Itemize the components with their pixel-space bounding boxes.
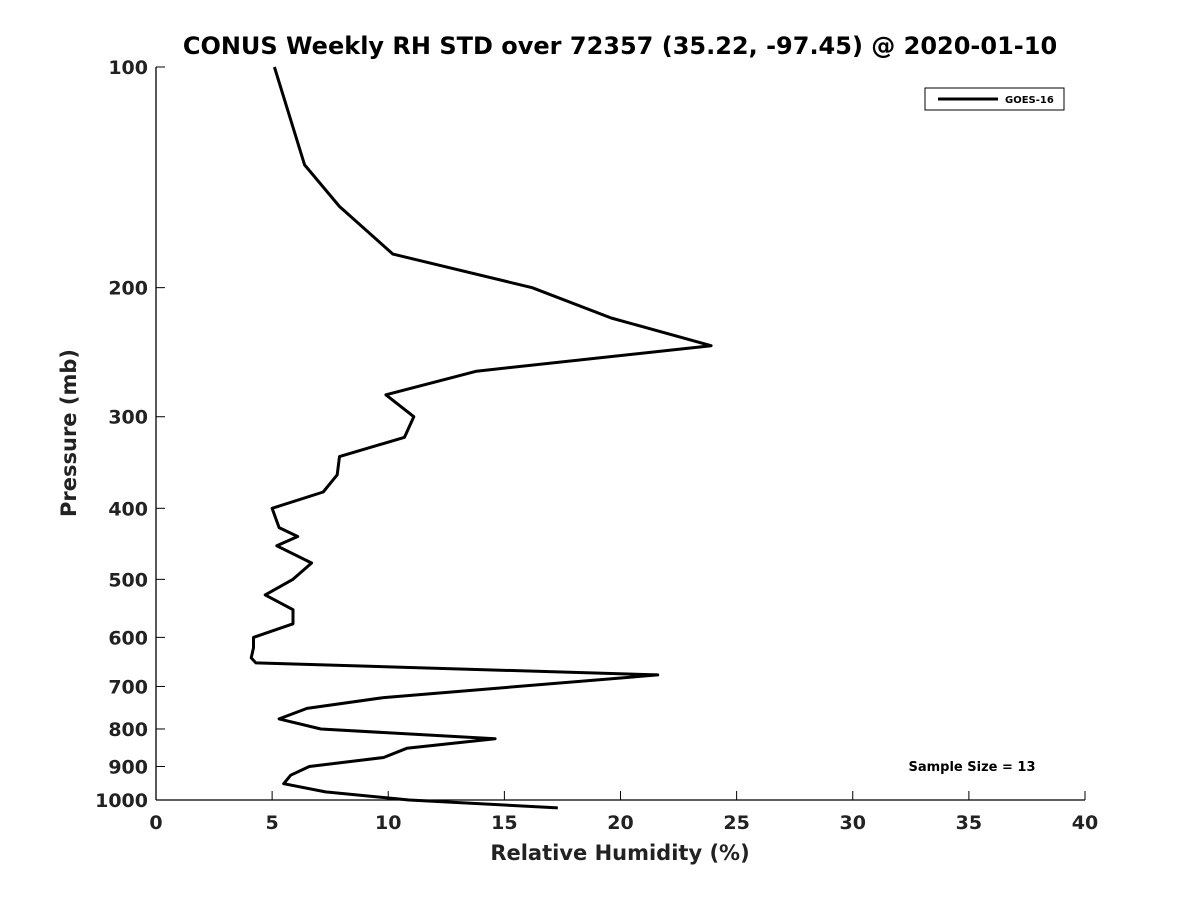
y-tick-label: 800 bbox=[108, 719, 148, 741]
x-tick-label: 15 bbox=[491, 812, 517, 834]
x-tick-label: 20 bbox=[607, 812, 633, 834]
series-line-goes-16 bbox=[249, 66, 713, 810]
y-tick-label: 100 bbox=[108, 57, 148, 79]
x-tick-label: 40 bbox=[1072, 812, 1098, 834]
y-tick-label: 900 bbox=[108, 756, 148, 778]
sample-size-annotation: Sample Size = 13 bbox=[908, 760, 1035, 775]
legend: GOES-16 bbox=[924, 87, 1065, 111]
legend-label-goes-16: GOES-16 bbox=[1005, 95, 1054, 106]
x-ticks: 0 5 10 15 20 25 30 35 40 bbox=[149, 791, 1098, 834]
y-tick-label: 200 bbox=[108, 278, 148, 300]
x-tick-label: 10 bbox=[375, 812, 401, 834]
y-tick-label: 500 bbox=[108, 569, 148, 591]
y-tick-label: 1000 bbox=[95, 790, 148, 812]
x-tick-label: 0 bbox=[149, 812, 162, 834]
y-ticks: 100 200 300 400 500 600 700 800 900 1000 bbox=[95, 57, 165, 812]
y-tick-label: 300 bbox=[108, 407, 148, 429]
chart-title: CONUS Weekly RH STD over 72357 (35.22, -… bbox=[183, 32, 1057, 60]
y-tick-label: 400 bbox=[108, 498, 148, 520]
y-tick-label: 600 bbox=[108, 627, 148, 649]
x-tick-label: 25 bbox=[723, 812, 749, 834]
x-tick-label: 30 bbox=[840, 812, 866, 834]
y-axis-label: Pressure (mb) bbox=[57, 349, 81, 517]
x-tick-label: 35 bbox=[956, 812, 982, 834]
x-axis-label: Relative Humidity (%) bbox=[490, 841, 749, 865]
y-tick-label: 700 bbox=[108, 676, 148, 698]
x-tick-label: 5 bbox=[266, 812, 279, 834]
axes bbox=[155, 67, 1085, 801]
